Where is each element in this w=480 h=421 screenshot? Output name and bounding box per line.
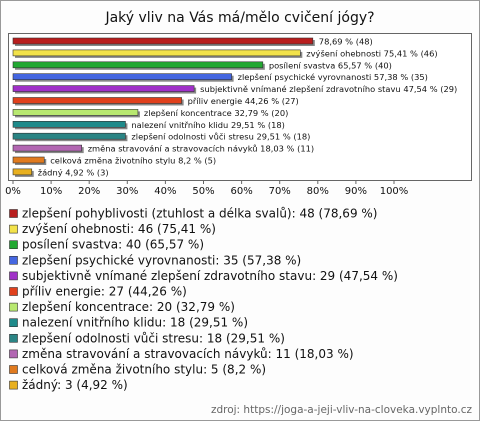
bar: [12, 85, 195, 92]
bar-label: zlepšení psychické vyrovnanosti 57,38 % …: [238, 72, 428, 82]
legend-entry: celková změna životního stylu: 5 (8,2 %): [22, 363, 266, 377]
legend-entry: subjektivně vnímané zlepšení zdravotního…: [22, 269, 398, 283]
bar: [12, 37, 314, 45]
bar: [12, 132, 126, 140]
bar-label: zlepšení koncentrace 32,79 % (20): [144, 108, 288, 118]
legend-swatch: [9, 209, 18, 218]
legend-entry: nalezení vnitřního klidu: 18 (29,51 %): [22, 316, 248, 330]
legend-entry: zlepšení koncentrace: 20 (32,79 %): [22, 300, 235, 314]
bar: [12, 49, 301, 57]
bar-label: nalezení vnitřního klidu 29,51 % (18): [131, 120, 284, 130]
legend-swatch: [9, 333, 18, 343]
chart-title: Jaký vliv na Vás má/mělo cvičení jógy?: [104, 10, 374, 26]
x-tick-label: 20%: [78, 186, 100, 197]
bar-label: 78,69 % (48): [319, 37, 373, 47]
bar: [12, 109, 139, 116]
bar-label: žádný 4,92 % (3): [38, 167, 109, 177]
bar-label: zlepšení odolnosti vůči stresu 29,51 % (…: [131, 132, 310, 142]
legend-swatch: [9, 240, 18, 249]
plot-box: [8, 33, 472, 181]
legend-entry: zlepšení psychické vyrovnanosti: 35 (57,…: [22, 253, 301, 267]
x-tick-label: 50%: [192, 186, 214, 197]
legend-entry: zlepšení odolnosti vůči stresu: 18 (29,5…: [22, 331, 285, 345]
x-tick-label: 90%: [345, 186, 367, 197]
bar-label: posílení svastva 65,57 % (40): [269, 60, 392, 70]
bar: [12, 73, 232, 80]
legend-swatch: [9, 224, 18, 234]
bar: [12, 97, 182, 104]
legend-entry: posílení svastva: 40 (65,57 %): [22, 238, 204, 252]
bar-label: změna stravování a stravovacích návyků 1…: [88, 144, 314, 154]
legend-entry: změna stravování a stravovacích návyků: …: [22, 347, 354, 361]
x-tick-label: 30%: [116, 186, 138, 197]
x-tick-label: 0%: [5, 186, 21, 197]
legend-swatch: [9, 318, 18, 328]
legend-entry: zvýšení ohebnosti: 46 (75,41 %): [22, 222, 216, 236]
bar: [12, 61, 264, 69]
x-tick-label: 40%: [154, 186, 176, 197]
legend-swatch: [9, 349, 18, 359]
bar: [12, 144, 82, 152]
legend-entry: žádný: 3 (4,92 %): [22, 378, 128, 392]
legend-swatch: [9, 271, 18, 281]
legend-swatch: [9, 255, 18, 265]
bar: [12, 121, 126, 128]
legend-swatch: [9, 287, 18, 296]
x-tick-label: 10%: [40, 186, 62, 197]
legend-swatch: [9, 365, 18, 374]
bar-label: subjektivně vnímané zlepšení zdravotního…: [200, 84, 457, 94]
bar: [12, 168, 33, 176]
x-tick-label: 80%: [307, 186, 329, 197]
bar-label: příliv energie 44,26 % (27): [188, 96, 299, 106]
source: zdroj: https://joga-a-jeji-vliv-na-clove…: [211, 404, 473, 416]
legend-entry: zlepšení pohyblivosti (ztuhlost a délka …: [22, 207, 377, 221]
x-tick-label: 70%: [269, 186, 291, 197]
x-tick-label: 100%: [380, 186, 409, 197]
bar-label: celková změna životního stylu 8,2 % (5): [50, 156, 216, 166]
bar: [12, 156, 45, 164]
legend-swatch: [9, 380, 18, 390]
legend-entry: příliv energie: 27 (44,26 %): [22, 285, 187, 299]
legend-swatch: [9, 302, 18, 312]
x-tick-label: 60%: [230, 186, 252, 197]
bar-label: zvýšení ohebnosti 75,41 % (46): [306, 48, 437, 58]
